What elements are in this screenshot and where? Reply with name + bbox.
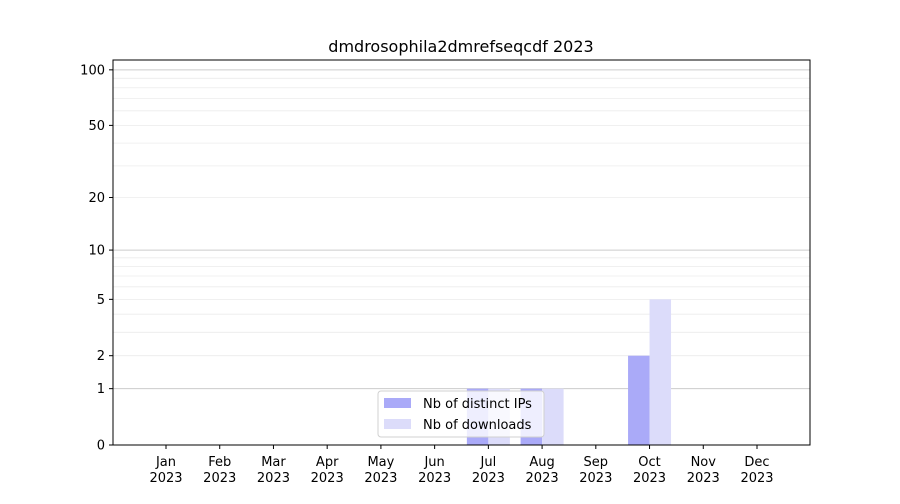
grid [113,69,810,390]
x-tick-label: Mar 2023 [257,455,290,486]
legend-swatch [384,419,411,429]
x-tick-label-line: Sep [584,455,609,470]
x-tick-label: May 2023 [364,455,397,486]
x-tick-label: Jun 2023 [418,455,451,486]
x-tick-label-line: Jul [480,455,497,470]
bar-downloads [649,299,672,445]
x-tick-label-line: 2023 [633,471,666,486]
y-tick-label: 1 [97,382,105,397]
bar-downloads [542,388,564,445]
y-tick-label: 10 [88,244,105,259]
x-tick-label: Jan 2023 [149,455,182,486]
x-tick-label-line: 2023 [203,471,236,486]
x-tick-label: Jul 2023 [472,455,505,486]
x-tick-label-line: 2023 [740,471,773,486]
x-tick-label-line: Aug [529,455,554,470]
y-tick-label: 20 [88,191,105,206]
x-tick-label: Feb 2023 [203,455,236,486]
y-tick-label: 50 [88,119,105,134]
x-tick-label: Aug 2023 [526,455,559,486]
x-tick-label: Oct 2023 [633,455,666,486]
legend-box [377,390,545,438]
x-tick-label-line: 2023 [526,471,559,486]
x-tick-label-line: 2023 [472,471,505,486]
x-tick-label: Dec 2023 [740,455,773,486]
x-tick-label-line: Jun [423,455,444,470]
y-tick-label: 2 [97,349,105,364]
x-tick-label-line: 2023 [257,471,290,486]
y-tick-label: 0 [97,439,105,454]
x-tick-label-line: Apr [316,455,339,470]
x-tick-label-line: Feb [208,455,231,470]
legend-swatch [384,398,411,408]
x-tick-label-line: 2023 [418,471,451,486]
x-tick-label: Sep 2023 [579,455,612,486]
x-tick-label-line: Nov [691,455,717,470]
y-tick-label: 100 [80,63,105,78]
x-tick-label-line: May [367,455,394,470]
x-tick-label-line: 2023 [579,471,612,486]
legend: Nb of distinct IPs Nb of downloads [377,390,545,438]
chart-title: dmdrosophila2dmrefseqcdf 2023 [328,37,593,56]
x-tick-label-line: Dec [744,455,769,470]
y-axis: 0 1 2 5 10 20 50 100 [80,63,113,454]
bar-distinct-ips [628,355,650,445]
x-tick-label-line: 2023 [311,471,344,486]
x-tick-label-line: 2023 [364,471,397,486]
axes-frame [112,59,811,446]
x-tick-label: Nov 2023 [687,455,720,486]
x-tick-label: Apr 2023 [311,455,344,486]
x-tick-label-line: Jan [155,455,176,470]
legend-label: Nb of downloads [423,418,532,433]
x-tick-label-line: Mar [261,455,286,470]
x-tick-label-line: 2023 [149,471,182,486]
legend-label: Nb of distinct IPs [423,397,532,412]
y-tick-label: 5 [97,293,105,308]
x-tick-label-line: Oct [638,455,660,470]
x-tick-label-line: 2023 [687,471,720,486]
